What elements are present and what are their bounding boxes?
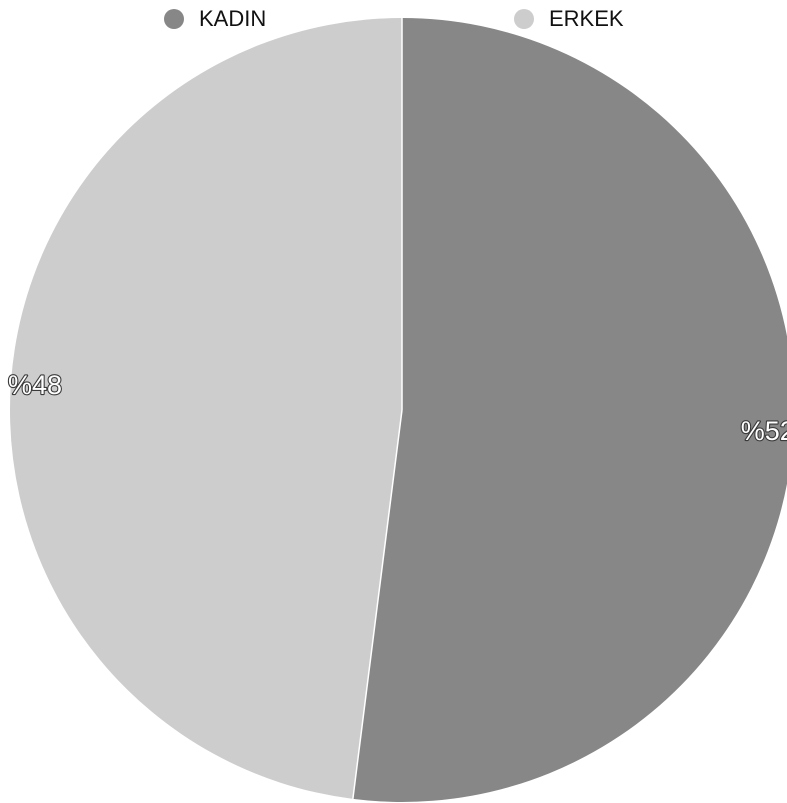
legend-marker-erkek xyxy=(514,9,534,29)
legend-label-erkek: ERKEK xyxy=(549,6,624,31)
chart-legend: KADIN ERKEK xyxy=(164,6,624,31)
data-label-erkek: %48 xyxy=(8,370,62,400)
pie-data-labels: %52 %48 xyxy=(7,369,787,447)
pie-slice-erkek xyxy=(9,18,402,799)
pie-slices xyxy=(9,18,787,802)
legend-marker-kadin xyxy=(164,9,184,29)
data-label-kadin: %52 xyxy=(741,416,787,446)
legend-label-kadin: KADIN xyxy=(199,6,266,31)
slice-separator xyxy=(352,18,403,800)
pie-slice-kadin xyxy=(352,18,787,802)
